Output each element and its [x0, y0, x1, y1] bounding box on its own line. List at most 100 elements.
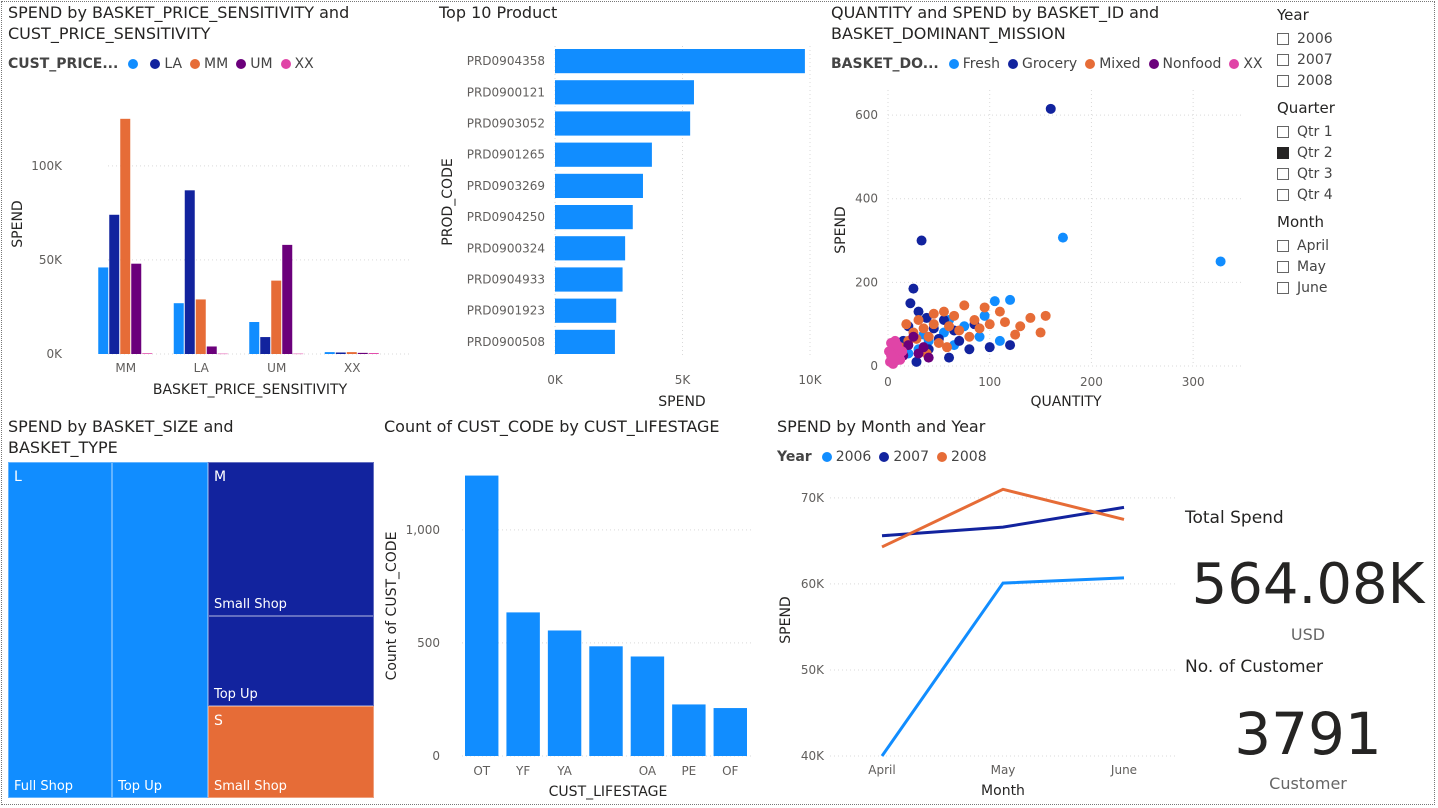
checkbox-icon[interactable]: [1277, 32, 1289, 45]
scatter-point: [979, 310, 990, 321]
lifestage-column-chart[interactable]: 0 500 1,000 OT YF YA OA PE OF CUST_LIFESTAGE Count…: [380, 446, 770, 806]
scatter-point: [944, 352, 955, 363]
y-axis-title: PROD_CODE: [440, 158, 456, 245]
legend-marker-icon: [1148, 59, 1159, 69]
legend-marker-icon: [936, 452, 947, 462]
y-tick-label: 0K: [46, 347, 63, 361]
scatter-point: [994, 335, 1005, 346]
x-tick-label: OT: [473, 764, 490, 778]
y-tick-label: 0: [870, 359, 878, 373]
slicer-option-qtr-1[interactable]: Qtr 1: [1277, 121, 1417, 142]
scatter-legend-item[interactable]: Mixed: [1085, 56, 1141, 72]
bar: [346, 352, 357, 354]
scatter-point: [913, 315, 924, 325]
sensitivity-legend-item[interactable]: [128, 59, 142, 69]
line-legend-item[interactable]: 2006: [821, 449, 871, 465]
scatter-point: [1015, 321, 1026, 332]
y-tick-label: 1,000: [406, 523, 440, 537]
sensitivity-legend-item[interactable]: MM: [190, 56, 228, 72]
sensitivity-legend-item[interactable]: UM: [236, 56, 273, 72]
y-tick-label: PRD0903052: [467, 117, 545, 131]
slicer-option-april[interactable]: April: [1277, 235, 1417, 256]
legend-marker-icon: [280, 59, 291, 69]
scatter-point: [911, 356, 922, 367]
x-axis-title: Month: [981, 783, 1025, 799]
slicer-option-2008[interactable]: 2008: [1277, 70, 1417, 91]
y-tick-label: PRD0900508: [467, 335, 545, 349]
year-slicer: Year 2006 2007 2008: [1277, 6, 1417, 91]
bar: [555, 111, 691, 136]
scatter-point: [1215, 256, 1226, 267]
slicer-option-qtr-2[interactable]: Qtr 2: [1277, 142, 1417, 163]
bar: [249, 322, 260, 354]
slicer-option-2007[interactable]: 2007: [1277, 49, 1417, 70]
scatter-legend[interactable]: BASKET_DO... Fresh Grocery Mixed Nonfood XX: [831, 56, 1265, 72]
checkbox-icon[interactable]: [1277, 74, 1289, 87]
treemap-tile-label: Small Shop: [213, 778, 287, 794]
scatter-legend-item[interactable]: Fresh: [948, 56, 1000, 72]
scatter-legend-item[interactable]: XX: [1229, 56, 1263, 72]
y-tick-label: PRD0904358: [467, 54, 545, 68]
sensitivity-legend-label: UM: [250, 56, 273, 72]
series-line: [880, 576, 1125, 757]
checkbox-icon[interactable]: [1277, 281, 1289, 294]
legend-marker-icon: [1229, 59, 1240, 69]
checkbox-checked-icon[interactable]: [1277, 146, 1289, 159]
sensitivity-legend[interactable]: CUST_PRICE... LA MM UM XX: [8, 56, 316, 72]
treemap-tile[interactable]: L Full Shop: [8, 462, 113, 798]
legend-marker-icon: [879, 452, 890, 462]
year-slicer-title: Year: [1277, 6, 1309, 24]
slicer-option-2006[interactable]: 2006: [1277, 28, 1417, 49]
treemap-tile[interactable]: M Small Shop: [207, 462, 374, 617]
y-tick-label: 50K: [801, 663, 825, 677]
series-line: [881, 505, 1125, 538]
scatter-legend-item[interactable]: Nonfood: [1148, 56, 1221, 72]
scatter-point: [1005, 340, 1016, 351]
checkbox-icon[interactable]: [1277, 53, 1289, 66]
scatter-point: [933, 338, 944, 348]
line-legend-item[interactable]: 2007: [879, 449, 929, 465]
line-legend-item[interactable]: 2008: [936, 449, 987, 465]
bar: [282, 244, 293, 354]
scatter-chart[interactable]: 0 200 400 600 0 100 200 300 QUANTITY SPEND: [828, 80, 1258, 410]
treemap-group-label: L: [14, 469, 22, 485]
slicer-option-label: 2007: [1297, 51, 1333, 68]
basket-treemap[interactable]: L Full Shop Top Up M Small Shop Top Up S Small …: [8, 462, 374, 798]
bar: [335, 352, 346, 354]
checkbox-icon[interactable]: [1277, 260, 1289, 273]
sensitivity-legend-item[interactable]: XX: [280, 56, 314, 72]
line-legend[interactable]: Year 2006 2007 2008: [777, 449, 989, 465]
checkbox-icon[interactable]: [1277, 188, 1289, 201]
checkbox-icon[interactable]: [1277, 167, 1289, 180]
scatter-point: [938, 306, 949, 317]
slicer-option-june[interactable]: June: [1277, 277, 1417, 298]
bar: [506, 612, 540, 756]
spend-month-line-chart[interactable]: 40K 50K 60K 70K April May June Month SPEND: [770, 475, 1175, 805]
treemap-tile[interactable]: Top Up: [207, 616, 374, 707]
slicer-option-label: Qtr 4: [1297, 186, 1333, 203]
checkbox-icon[interactable]: [1277, 239, 1289, 252]
scatter-legend-item[interactable]: Grocery: [1008, 56, 1077, 72]
y-axis-title: SPEND: [778, 596, 794, 643]
legend-marker-icon: [150, 59, 161, 69]
slicer-option-qtr-3[interactable]: Qtr 3: [1277, 163, 1417, 184]
bar: [357, 352, 368, 354]
checkbox-icon[interactable]: [1277, 125, 1289, 138]
bar: [465, 475, 499, 756]
top10-bar-chart[interactable]: 0K 5K 10K PRD0904358 PRD0900121 PRD0903052 PRD…: [432, 30, 832, 410]
scatter-point: [923, 331, 934, 342]
scatter-point: [1045, 103, 1056, 114]
scatter-point: [964, 344, 975, 355]
treemap-tile[interactable]: S Small Shop: [207, 706, 374, 798]
x-tick-label: PE: [681, 764, 696, 778]
y-tick-label: 50K: [39, 253, 63, 267]
sensitivity-bar-chart[interactable]: 0K 50K 100K MM LA UM XX BASKET_PRICE_SENSITIVIT…: [0, 90, 420, 400]
slicer-option-qtr-4[interactable]: Qtr 4: [1277, 184, 1417, 205]
scatter-point: [974, 323, 985, 334]
slicer-option-may[interactable]: May: [1277, 256, 1417, 277]
treemap-tile[interactable]: Top Up: [112, 462, 208, 798]
x-tick-label: XX: [344, 361, 360, 375]
sensitivity-legend-item[interactable]: LA: [150, 56, 182, 72]
slicer-option-label: 2006: [1297, 30, 1333, 47]
